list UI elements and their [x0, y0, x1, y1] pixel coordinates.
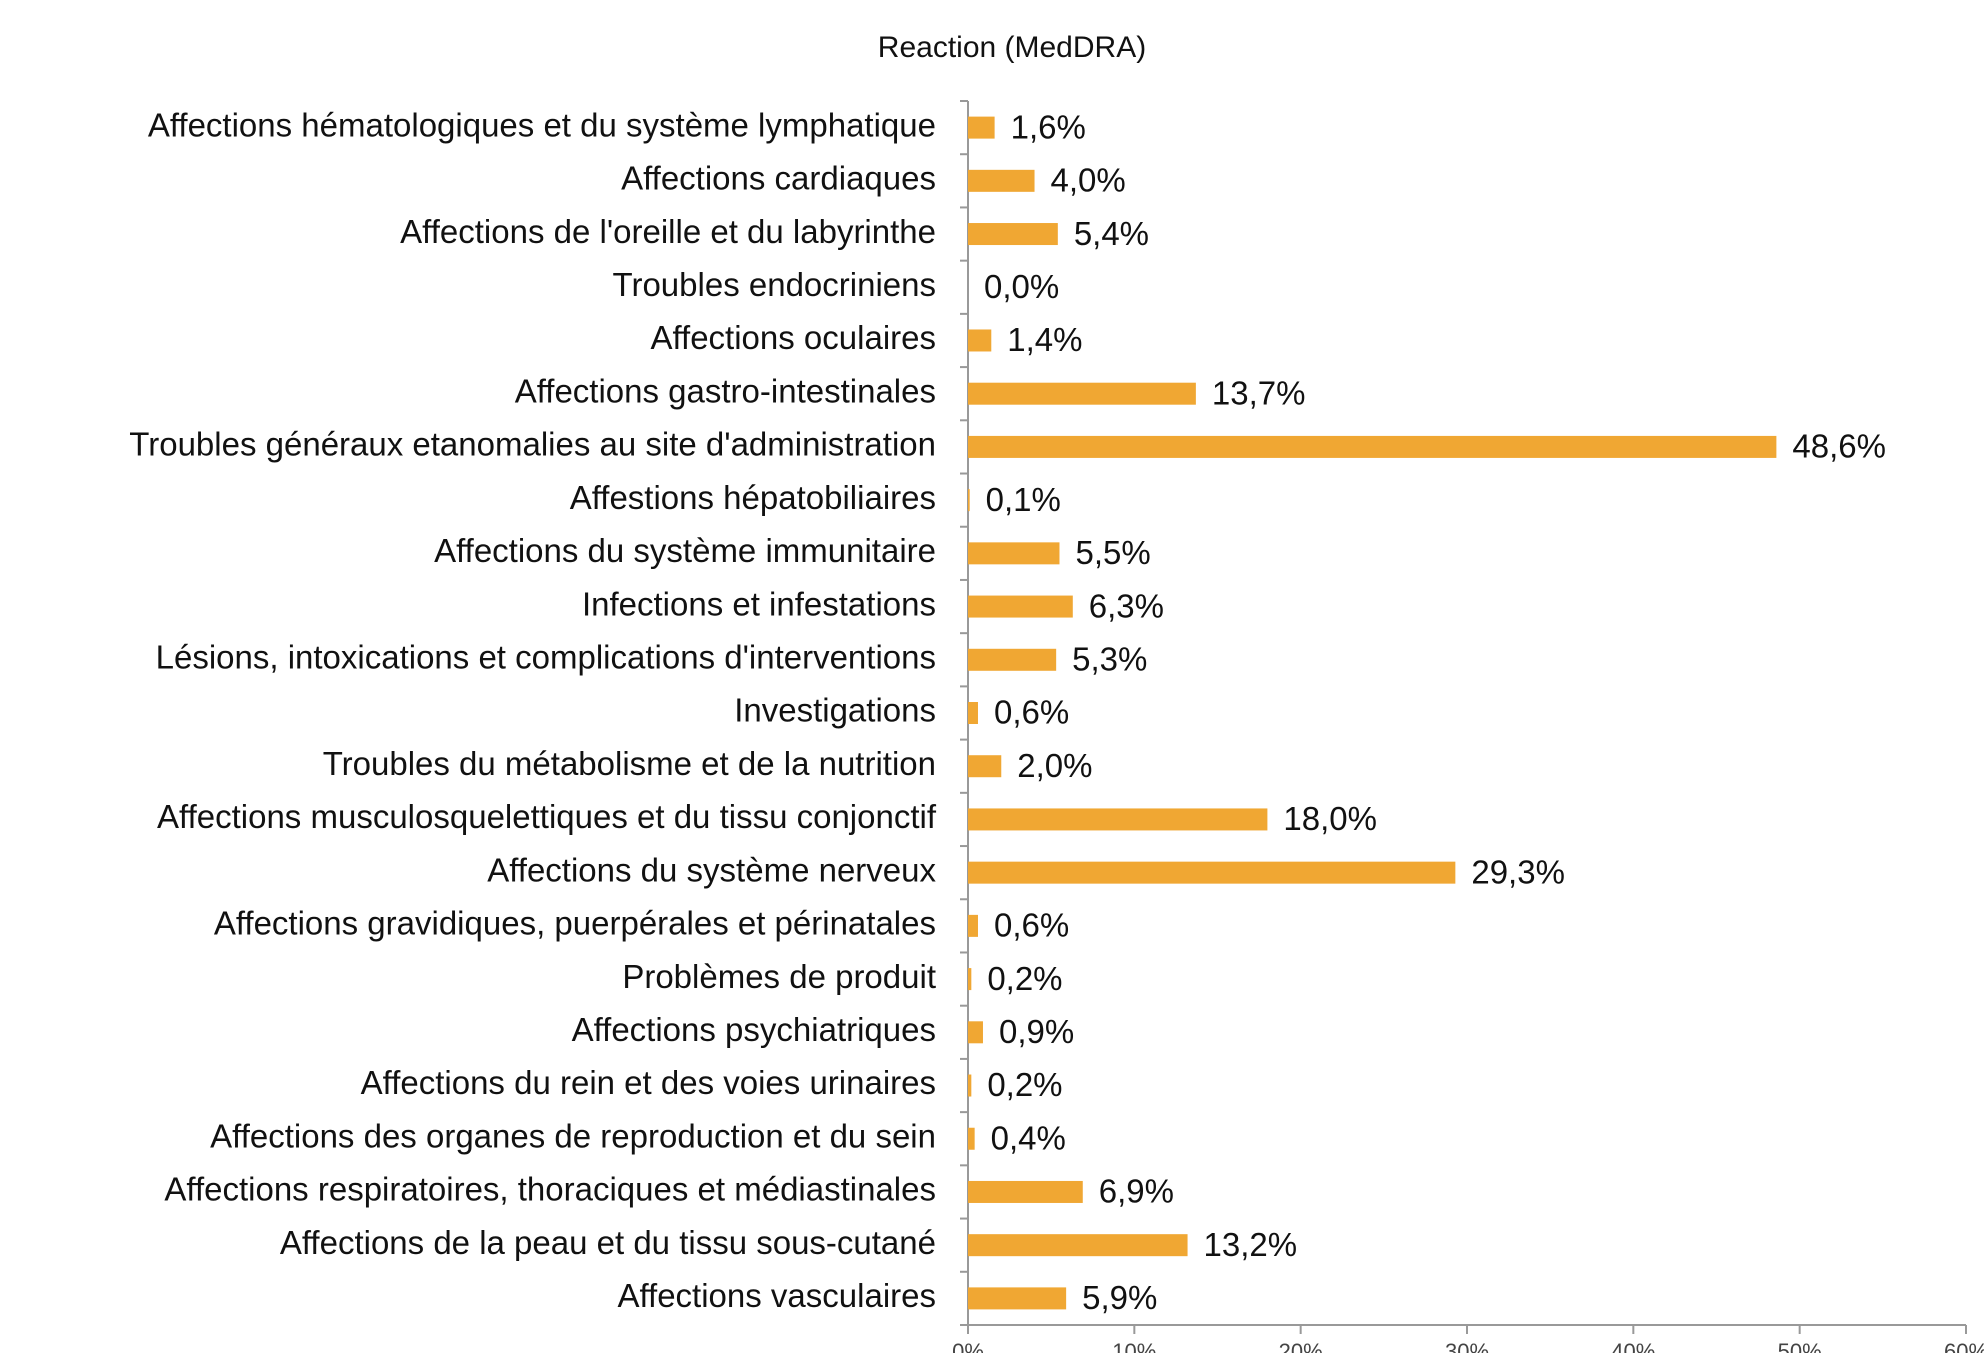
bar — [968, 382, 1196, 405]
category-label: Investigations — [734, 692, 936, 729]
category-label: Affections vasculaires — [617, 1277, 936, 1314]
data-label: 0,0% — [984, 268, 1059, 305]
x-tick-label: 10% — [1112, 1339, 1156, 1353]
bar — [968, 116, 995, 139]
category-label: Affections cardiaques — [621, 160, 936, 197]
category-label: Affections respiratoires, thoraciques et… — [164, 1171, 936, 1208]
data-label: 1,6% — [1011, 108, 1086, 145]
category-label: Affections de l'oreille et du labyrinthe — [400, 213, 936, 250]
data-label: 0,6% — [994, 694, 1069, 731]
data-label: 5,5% — [1075, 534, 1150, 571]
category-label: Affections psychiatriques — [572, 1011, 936, 1048]
bar — [968, 914, 978, 937]
bar — [968, 223, 1058, 246]
data-label: 0,4% — [991, 1119, 1066, 1156]
data-label: 5,4% — [1074, 215, 1149, 252]
data-label: 13,2% — [1204, 1226, 1298, 1263]
data-label: 0,6% — [994, 907, 1069, 944]
bar — [968, 1234, 1188, 1257]
data-label: 48,6% — [1792, 428, 1886, 465]
category-label: Affections musculosquelettiques et du ti… — [157, 798, 937, 835]
data-label: 0,2% — [987, 960, 1062, 997]
chart-title: Reaction (MedDRA) — [878, 31, 1146, 64]
data-label: 2,0% — [1017, 747, 1092, 784]
bar — [968, 1180, 1083, 1203]
data-label: 4,0% — [1051, 162, 1126, 199]
bar — [968, 702, 978, 724]
bar — [968, 1021, 983, 1044]
x-tick-label: 20% — [1279, 1339, 1323, 1353]
x-tick-label: 0% — [952, 1339, 984, 1353]
data-label: 0,1% — [986, 481, 1061, 518]
x-tick-label: 40% — [1611, 1339, 1655, 1353]
bar — [968, 1287, 1067, 1310]
category-label: Troubles généraux etanomalies au site d'… — [129, 426, 936, 463]
bar — [968, 1127, 975, 1150]
bar — [968, 169, 1035, 192]
bar — [968, 489, 970, 512]
bar — [968, 542, 1060, 565]
x-tick-label: 30% — [1445, 1339, 1489, 1353]
x-tick-label: 60% — [1944, 1339, 1984, 1353]
data-label: 6,3% — [1089, 587, 1164, 624]
category-label: Affections hématologiques et du système … — [148, 106, 936, 143]
x-tick-label: 50% — [1778, 1339, 1822, 1353]
data-label: 5,9% — [1082, 1279, 1157, 1316]
bar — [968, 808, 1268, 831]
data-label: 13,7% — [1212, 374, 1306, 411]
category-label: Lésions, intoxications et complications … — [156, 639, 936, 676]
bar — [968, 755, 1002, 778]
category-label: Affections oculaires — [650, 319, 936, 356]
data-label: 18,0% — [1283, 800, 1377, 837]
data-label: 29,3% — [1471, 853, 1565, 890]
category-label: Affections des organes de reproduction e… — [210, 1117, 936, 1154]
category-label: Problèmes de produit — [622, 958, 936, 995]
category-label: Affections du système nerveux — [487, 851, 936, 888]
bar — [968, 861, 1456, 884]
data-label: 0,2% — [987, 1066, 1062, 1103]
bar — [968, 435, 1777, 458]
data-label: 1,4% — [1007, 321, 1082, 358]
data-label: 6,9% — [1099, 1173, 1174, 1210]
category-label: Affections du système immunitaire — [434, 532, 936, 569]
bar — [968, 968, 972, 991]
bar — [968, 595, 1073, 618]
bar — [968, 1074, 972, 1097]
data-label: 0,9% — [999, 1013, 1074, 1050]
bar — [968, 648, 1057, 671]
category-label: Affections gravidiques, puerpérales et p… — [214, 905, 936, 942]
category-label: Affections gastro-intestinales — [515, 372, 936, 409]
category-label: Affestions hépatobiliaires — [570, 479, 936, 516]
category-label: Infections et infestations — [582, 585, 936, 622]
category-label: Troubles du métabolisme et de la nutriti… — [323, 745, 936, 782]
category-label: Troubles endocriniens — [613, 266, 936, 303]
data-label: 5,3% — [1072, 641, 1147, 678]
bar — [968, 329, 992, 352]
category-label: Affections du rein et des voies urinaire… — [361, 1064, 936, 1101]
category-label: Affections de la peau et du tissu sous-c… — [280, 1224, 936, 1261]
